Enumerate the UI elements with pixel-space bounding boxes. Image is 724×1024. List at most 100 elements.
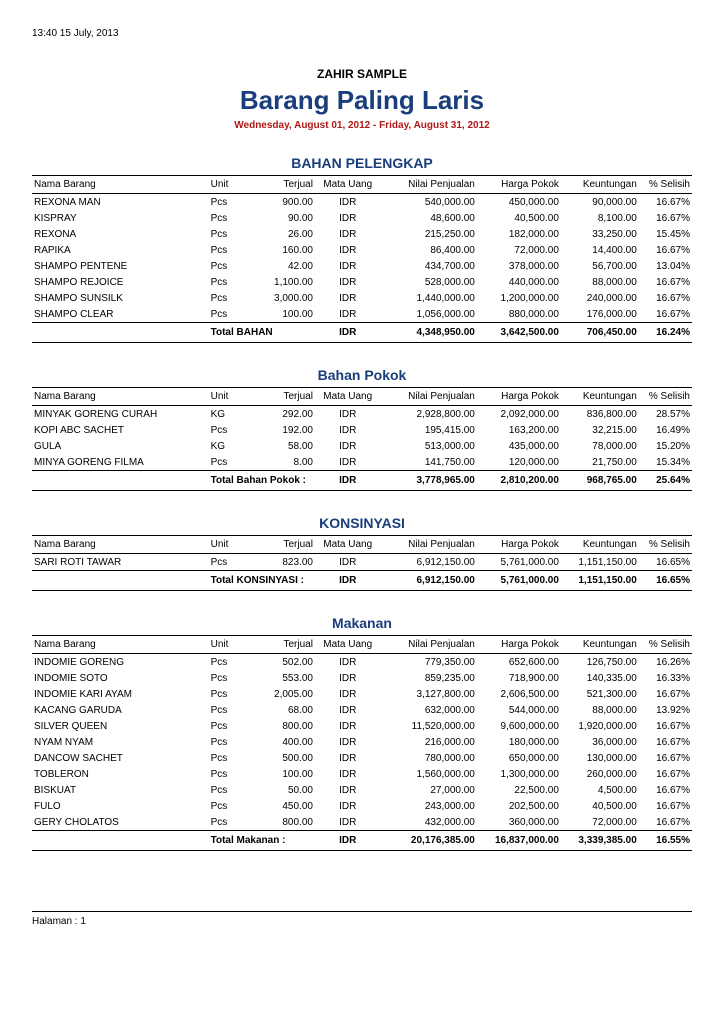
cell-selisih: 16.26% xyxy=(639,654,692,671)
cell-nilai: 859,235.00 xyxy=(381,670,477,686)
cell-untung: 90,000.00 xyxy=(561,194,639,211)
cell-pokok: 40,500.00 xyxy=(477,210,561,226)
total-untung: 1,151,150.00 xyxy=(561,571,639,591)
table-row: KOPI ABC SACHETPcs192.00IDR195,415.00163… xyxy=(32,422,692,438)
section-title: Bahan Pokok xyxy=(32,367,692,383)
cell-untung: 240,000.00 xyxy=(561,290,639,306)
total-row: Total Makanan :IDR20,176,385.0016,837,00… xyxy=(32,831,692,851)
cell-unit: Pcs xyxy=(209,242,256,258)
cell-nilai: 48,600.00 xyxy=(381,210,477,226)
col-header: Mata Uang xyxy=(315,388,381,406)
cell-unit: Pcs xyxy=(209,670,256,686)
cell-uang: IDR xyxy=(315,750,381,766)
cell-terjual: 292.00 xyxy=(256,406,315,423)
cell-nilai: 780,000.00 xyxy=(381,750,477,766)
date-range: Wednesday, August 01, 2012 - Friday, Aug… xyxy=(32,120,692,131)
cell-nilai: 195,415.00 xyxy=(381,422,477,438)
cell-pokok: 544,000.00 xyxy=(477,702,561,718)
total-row: Total Bahan Pokok :IDR3,778,965.002,810,… xyxy=(32,471,692,491)
cell-pokok: 435,000.00 xyxy=(477,438,561,454)
cell-nama: KACANG GARUDA xyxy=(32,702,209,718)
cell-nilai: 11,520,000.00 xyxy=(381,718,477,734)
cell-untung: 260,000.00 xyxy=(561,766,639,782)
cell-selisih: 16.67% xyxy=(639,210,692,226)
cell-nilai: 434,700.00 xyxy=(381,258,477,274)
col-header: Keuntungan xyxy=(561,388,639,406)
cell-uang: IDR xyxy=(315,454,381,471)
cell-unit: Pcs xyxy=(209,258,256,274)
cell-uang: IDR xyxy=(315,258,381,274)
cell-terjual: 3,000.00 xyxy=(256,290,315,306)
table-row: FULOPcs450.00IDR243,000.00202,500.0040,5… xyxy=(32,798,692,814)
cell-uang: IDR xyxy=(315,702,381,718)
cell-pokok: 880,000.00 xyxy=(477,306,561,323)
cell-unit: Pcs xyxy=(209,422,256,438)
table-row: RAPIKAPcs160.00IDR86,400.0072,000.0014,4… xyxy=(32,242,692,258)
cell-terjual: 553.00 xyxy=(256,670,315,686)
cell-uang: IDR xyxy=(315,814,381,831)
cell-pokok: 2,606,500.00 xyxy=(477,686,561,702)
cell-selisih: 15.34% xyxy=(639,454,692,471)
cell-terjual: 1,100.00 xyxy=(256,274,315,290)
cell-pokok: 378,000.00 xyxy=(477,258,561,274)
cell-terjual: 823.00 xyxy=(256,554,315,571)
cell-terjual: 58.00 xyxy=(256,438,315,454)
table-row: SHAMPO REJOICEPcs1,100.00IDR528,000.0044… xyxy=(32,274,692,290)
cell-selisih: 16.67% xyxy=(639,306,692,323)
total-nilai: 6,912,150.00 xyxy=(381,571,477,591)
cell-selisih: 16.33% xyxy=(639,670,692,686)
cell-unit: Pcs xyxy=(209,798,256,814)
cell-nama: MINYAK GORENG CURAH xyxy=(32,406,209,423)
col-header: % Selisih xyxy=(639,176,692,194)
table-row: SARI ROTI TAWARPcs823.00IDR6,912,150.005… xyxy=(32,554,692,571)
cell-uang: IDR xyxy=(315,766,381,782)
cell-unit: Pcs xyxy=(209,454,256,471)
col-header: Mata Uang xyxy=(315,176,381,194)
cell-uang: IDR xyxy=(315,438,381,454)
col-header: Nilai Penjualan xyxy=(381,388,477,406)
total-nilai: 3,778,965.00 xyxy=(381,471,477,491)
cell-selisih: 28.57% xyxy=(639,406,692,423)
cell-nilai: 632,000.00 xyxy=(381,702,477,718)
cell-unit: Pcs xyxy=(209,814,256,831)
cell-pokok: 718,900.00 xyxy=(477,670,561,686)
col-header: Nama Barang xyxy=(32,388,209,406)
data-table: Nama BarangUnitTerjualMata UangNilai Pen… xyxy=(32,387,692,491)
cell-untung: 176,000.00 xyxy=(561,306,639,323)
cell-pokok: 2,092,000.00 xyxy=(477,406,561,423)
cell-terjual: 8.00 xyxy=(256,454,315,471)
cell-nilai: 215,250.00 xyxy=(381,226,477,242)
cell-pokok: 72,000.00 xyxy=(477,242,561,258)
cell-nama: KOPI ABC SACHET xyxy=(32,422,209,438)
cell-unit: Pcs xyxy=(209,194,256,211)
cell-unit: Pcs xyxy=(209,750,256,766)
cell-nilai: 243,000.00 xyxy=(381,798,477,814)
table-row: GERY CHOLATOSPcs800.00IDR432,000.00360,0… xyxy=(32,814,692,831)
cell-untung: 1,920,000.00 xyxy=(561,718,639,734)
cell-unit: Pcs xyxy=(209,734,256,750)
cell-nama: INDOMIE SOTO xyxy=(32,670,209,686)
cell-pokok: 182,000.00 xyxy=(477,226,561,242)
cell-untung: 33,250.00 xyxy=(561,226,639,242)
cell-uang: IDR xyxy=(315,554,381,571)
cell-pokok: 22,500.00 xyxy=(477,782,561,798)
total-selisih: 16.65% xyxy=(639,571,692,591)
cell-uang: IDR xyxy=(315,406,381,423)
table-row: TOBLERONPcs100.00IDR1,560,000.001,300,00… xyxy=(32,766,692,782)
cell-untung: 32,215.00 xyxy=(561,422,639,438)
cell-selisih: 16.67% xyxy=(639,274,692,290)
total-uang: IDR xyxy=(315,323,381,343)
cell-nama: INDOMIE GORENG xyxy=(32,654,209,671)
cell-selisih: 15.45% xyxy=(639,226,692,242)
cell-nama: FULO xyxy=(32,798,209,814)
cell-uang: IDR xyxy=(315,718,381,734)
total-pokok: 5,761,000.00 xyxy=(477,571,561,591)
cell-selisih: 16.67% xyxy=(639,766,692,782)
cell-uang: IDR xyxy=(315,782,381,798)
table-row: KISPRAYPcs90.00IDR48,600.0040,500.008,10… xyxy=(32,210,692,226)
cell-unit: KG xyxy=(209,438,256,454)
col-header: % Selisih xyxy=(639,636,692,654)
col-header: Keuntungan xyxy=(561,536,639,554)
cell-unit: Pcs xyxy=(209,702,256,718)
cell-nama: KISPRAY xyxy=(32,210,209,226)
